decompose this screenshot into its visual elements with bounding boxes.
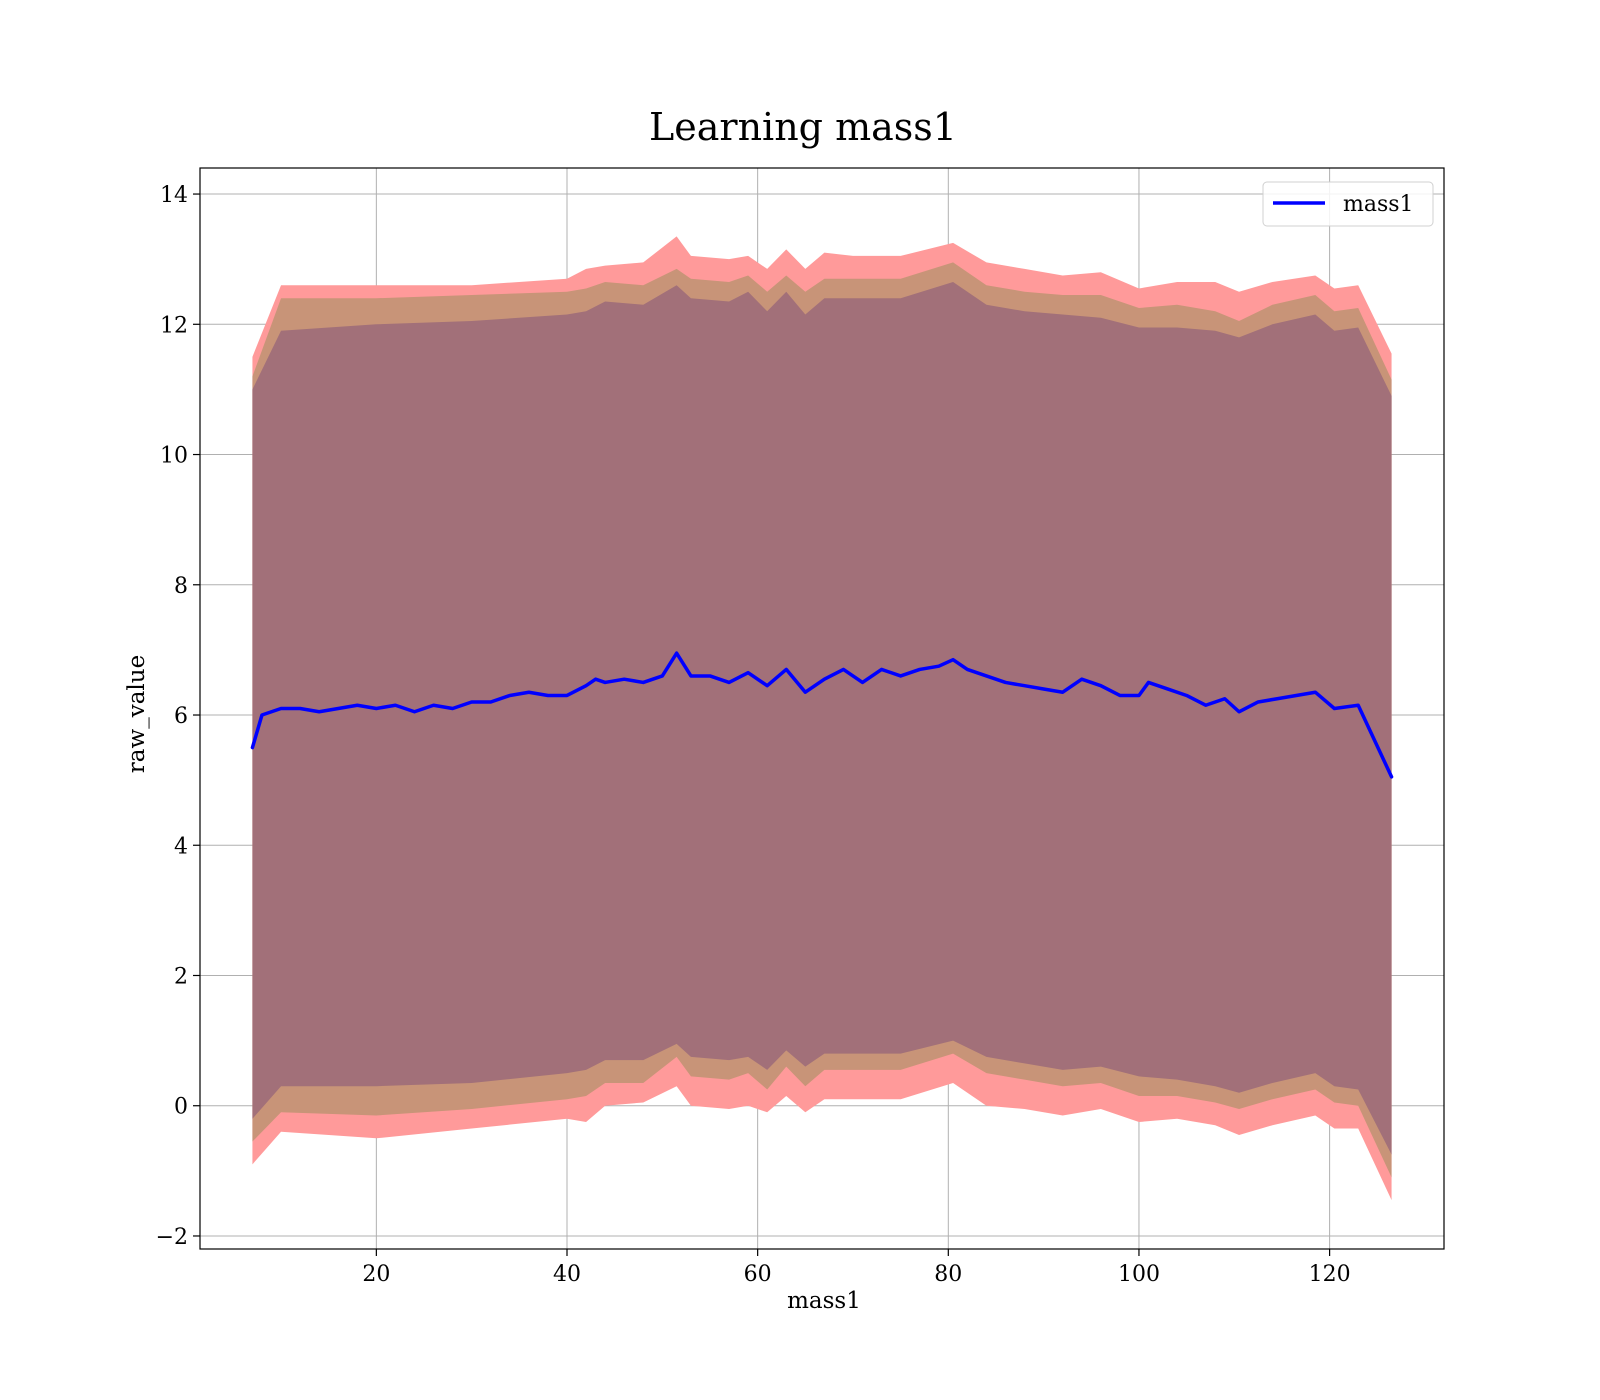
series-line-mass1: [250, 651, 1394, 779]
series-lines: [250, 651, 1394, 779]
legend-label-mass1: mass1: [1343, 192, 1414, 217]
x-tick-label: 120: [1309, 1262, 1351, 1287]
x-tick-label: 80: [934, 1262, 962, 1287]
y-tick-label: 12: [160, 313, 188, 338]
x-axis-label: mass1: [787, 1288, 861, 1314]
y-tick-label: 4: [174, 834, 188, 859]
y-tick-label: 10: [160, 444, 188, 469]
y-tick-label: 14: [160, 183, 188, 208]
y-tick-label: 0: [174, 1095, 188, 1120]
legend-box: [1262, 181, 1434, 227]
band-inner: [252, 281, 1392, 1155]
chart-title: Learning mass1: [649, 105, 957, 149]
y-tick-label: 6: [174, 704, 188, 729]
y-tick-label: −2: [156, 1225, 188, 1250]
x-tick-label: 40: [553, 1262, 581, 1287]
confidence-bands: [252, 236, 1392, 1201]
x-tick-label: 20: [362, 1262, 390, 1287]
axis-ticks: 20 40 60 80 100 120 −2 0 2 4 6 8 10 12 14: [156, 183, 1351, 1287]
x-tick-label: 60: [744, 1262, 772, 1287]
y-axis-label: raw_value: [124, 655, 150, 773]
y-tick-label: 2: [174, 964, 188, 989]
plot-frame: [199, 167, 1445, 1250]
y-tick-label: 8: [174, 574, 188, 599]
x-tick-label: 100: [1118, 1262, 1160, 1287]
legend: mass1: [1262, 181, 1434, 227]
